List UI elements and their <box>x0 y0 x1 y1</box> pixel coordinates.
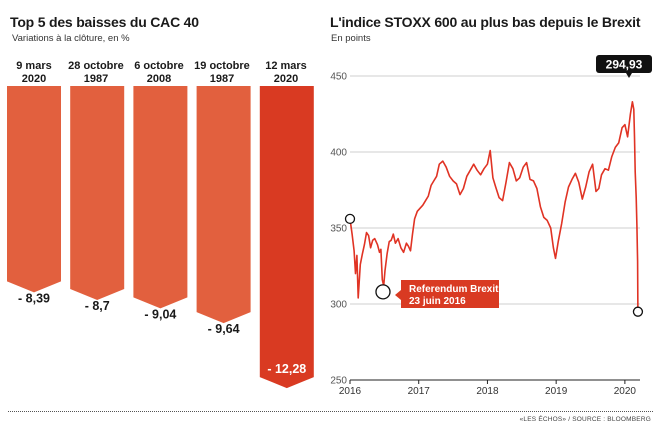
stoxx-y-tick-label: 250 <box>330 376 347 387</box>
cac40-bar <box>7 86 61 293</box>
cac40-bar-value-label: - 8,39 <box>18 291 50 305</box>
bar-category-day: 9 mars <box>16 60 52 72</box>
source-credit: «LES ÉCHOS» / SOURCE : BLOOMBERG <box>519 416 651 423</box>
stoxx-x-tick-label: 2020 <box>614 386 637 397</box>
stoxx-axis: 250 300 350 400 450 2016 2017 2018 2019 2020 <box>330 72 640 397</box>
stoxx-point-marker <box>375 284 391 300</box>
bar-category-day: 12 mars <box>265 60 307 72</box>
stoxx-point-marker <box>344 213 356 225</box>
bar-category-year: 2020 <box>21 73 47 85</box>
cac40-bar <box>70 86 125 301</box>
bar-category-year: 1987 <box>209 73 235 85</box>
cac40-bar-value-label: - 12,28 <box>267 362 306 376</box>
stoxx-x-tick-label: 2019 <box>545 386 568 397</box>
stoxx-annotations: Referendum Brexit 23 juin 2016 294,93 <box>395 55 652 308</box>
bar-category-label: 28 octobre 1987 <box>65 60 127 86</box>
bar-category-day: 6 octobre <box>134 60 184 72</box>
stoxx-x-tick-label: 2017 <box>408 386 431 397</box>
bar-category-year: 2008 <box>146 73 172 85</box>
brexit-callout-pointer <box>395 290 401 300</box>
stoxx-y-tick-label: 300 <box>330 300 347 311</box>
cac40-bar <box>259 86 314 389</box>
cac40-bar-value-label: - 9,64 <box>208 322 240 336</box>
brexit-callout-box <box>401 280 499 308</box>
cac40-bar-chart: - 8,39 - 8,7 - 9,04 - 9,64 - 12,28 <box>7 86 314 389</box>
last-value-badge-pointer <box>626 73 632 78</box>
footer-divider <box>8 411 653 412</box>
stoxx-point-marker <box>632 306 644 317</box>
brexit-callout-line2: 23 juin 2016 <box>409 296 466 307</box>
cac40-bar <box>133 86 188 309</box>
bar-category-label: 9 mars 2020 <box>3 60 65 86</box>
right-chart-title: L'indice STOXX 600 au plus bas depuis le… <box>330 14 641 30</box>
stoxx-y-tick-label: 350 <box>330 224 347 235</box>
bar-category-day: 28 octobre <box>68 60 124 72</box>
stoxx-y-tick-label: 450 <box>330 72 347 83</box>
stoxx-x-tick-label: 2018 <box>476 386 499 397</box>
bar-category-label: 12 mars 2020 <box>255 60 317 86</box>
brexit-callout: Referendum Brexit 23 juin 2016 <box>395 280 499 308</box>
right-chart-subtitle: En points <box>331 33 371 44</box>
stoxx-grid <box>350 75 640 381</box>
bar-category-year: 2020 <box>273 73 299 85</box>
cac40-bar-value-label: - 8,7 <box>85 299 110 313</box>
bar-category-label: 19 octobre 1987 <box>191 60 253 86</box>
bar-category-label: 6 octobre 2008 <box>128 60 190 86</box>
stoxx-line-chart <box>344 101 644 317</box>
bar-category-day: 19 octobre <box>194 60 250 72</box>
cac40-bar-value-label: - 9,04 <box>144 307 176 321</box>
bar-category-year: 1987 <box>83 73 109 85</box>
left-chart-subtitle: Variations à la clôture, en % <box>12 33 130 44</box>
stoxx-x-tick-label: 2016 <box>339 386 362 397</box>
last-value-badge-box <box>596 55 652 73</box>
last-value-badge-text: 294,93 <box>606 58 643 72</box>
left-chart-title: Top 5 des baisses du CAC 40 <box>10 14 199 30</box>
brexit-callout-line1: Referendum Brexit <box>409 284 499 295</box>
stoxx-y-tick-label: 400 <box>330 148 347 159</box>
cac40-bar <box>196 86 251 324</box>
last-value-badge: 294,93 <box>596 55 652 78</box>
